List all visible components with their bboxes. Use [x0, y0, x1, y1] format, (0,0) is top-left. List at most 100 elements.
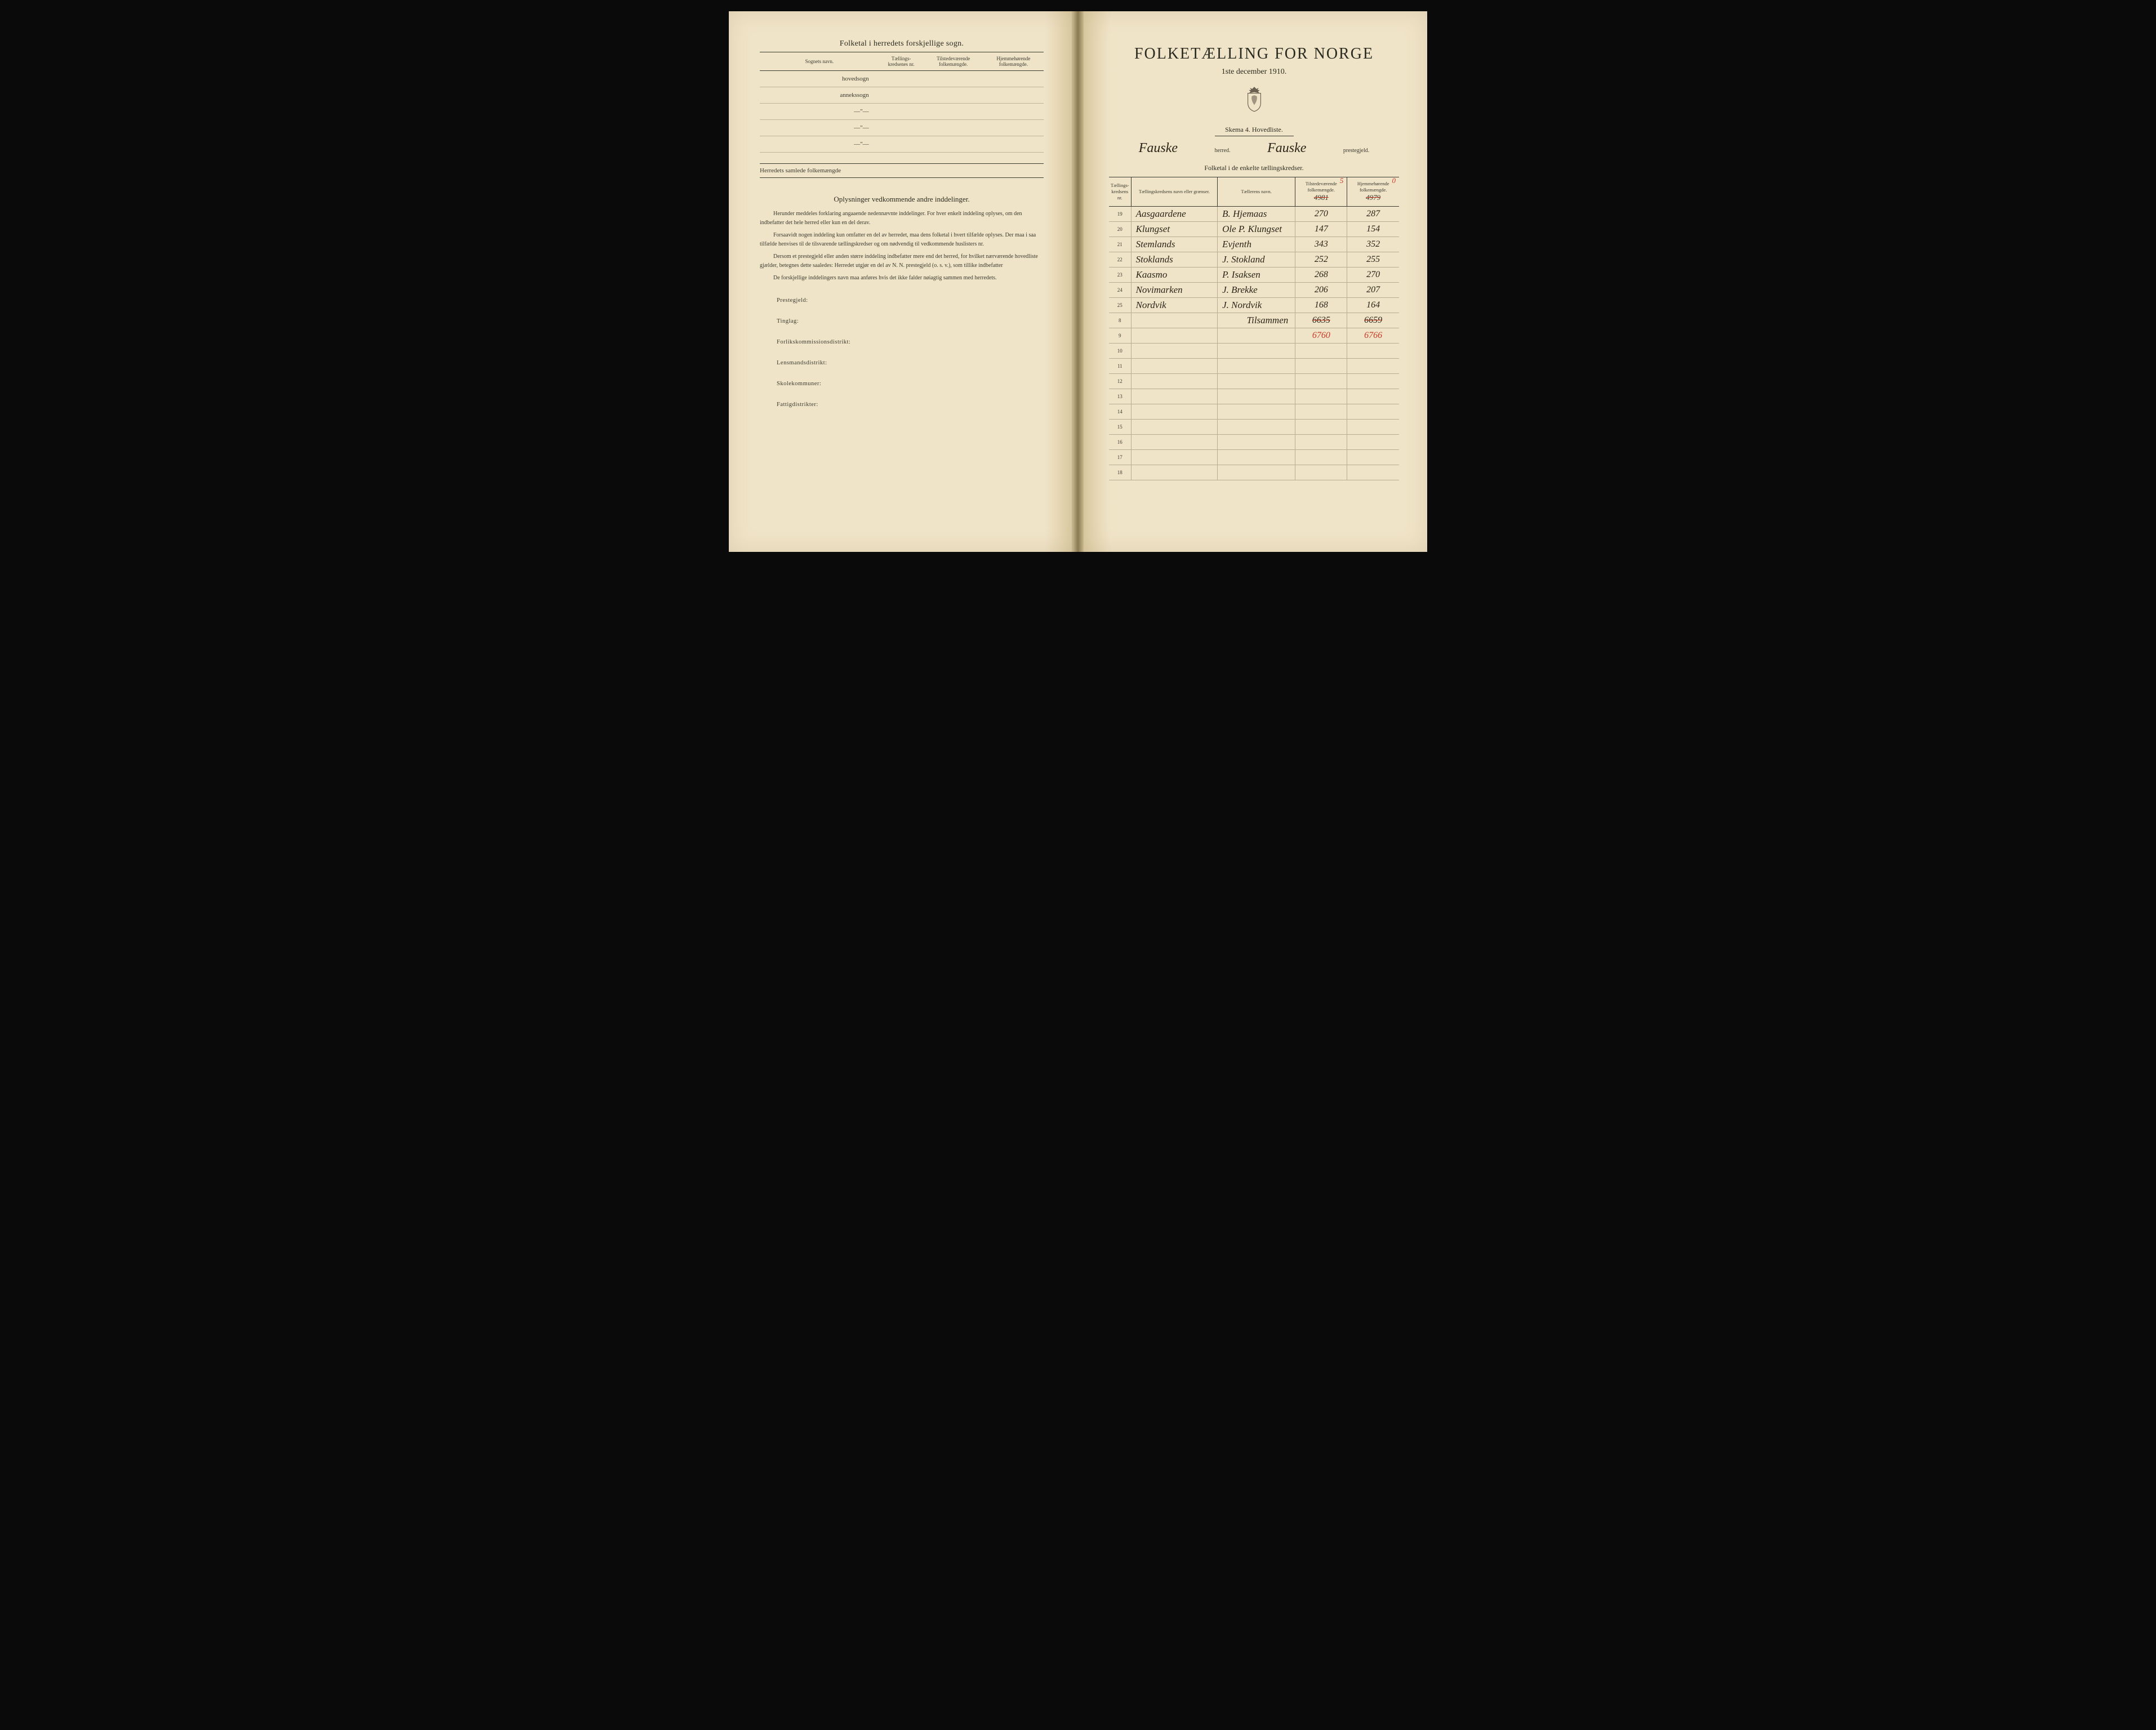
kreds-th-hjem: Hjemmehørende folkemængde. 0 4979: [1347, 177, 1399, 207]
samlede-folkemaengde-label: Herredets samlede folkemængde: [760, 163, 1044, 178]
row-label: annekssogn: [760, 87, 879, 104]
cell-tilst: 268: [1295, 267, 1347, 282]
th-text: Tilstedeværende folkemængde.: [1306, 181, 1337, 193]
cell-navn: Stemlands: [1131, 237, 1218, 252]
cell-nr: 22: [1109, 252, 1131, 267]
herred-label: herred.: [1215, 148, 1231, 154]
cell-navn: Aasgaardene: [1131, 206, 1218, 221]
sogn-th-hjem: Hjemmehørende folkemængde.: [983, 52, 1044, 71]
body-para: Herunder meddeles forklaring angaaende n…: [760, 209, 1044, 228]
cell-nr: 11: [1109, 358, 1131, 373]
left-page: Folketal i herredets forskjellige sogn. …: [729, 11, 1072, 552]
cell-tilst: 147: [1295, 221, 1347, 237]
table-row: 20KlungsetOle P. Klungset147154: [1109, 221, 1399, 237]
prestegjeld-label: prestegjeld.: [1343, 148, 1369, 154]
cell-taeller: J. Stokland: [1218, 252, 1295, 267]
red-tilst: 6760: [1295, 328, 1347, 343]
cell-empty: [1131, 328, 1218, 343]
red-correction: 0: [1392, 176, 1396, 186]
red-hjem: 6766: [1347, 328, 1399, 343]
oplysninger-heading: Oplysninger vedkommende andre inddelinge…: [760, 195, 1044, 204]
kreds-th-tilst: Tilstedeværende folkemængde. 5 4981: [1295, 177, 1347, 207]
table-row: —"—: [760, 120, 1044, 136]
main-title: FOLKETÆLLING FOR NORGE: [1109, 45, 1399, 63]
cell-nr: 15: [1109, 419, 1131, 434]
cell-hjem: 270: [1347, 267, 1399, 282]
row-label: hovedsogn: [760, 71, 879, 87]
tilsammen-label: Tilsammen: [1218, 313, 1295, 328]
book-spine: [1072, 11, 1084, 552]
cell-nr: 18: [1109, 465, 1131, 480]
kreds-th-taeller: Tællerens navn.: [1218, 177, 1295, 207]
table-row: hovedsogn: [760, 71, 1044, 87]
table-row: 24NovimarkenJ. Brekke206207: [1109, 282, 1399, 297]
cell-navn: Klungset: [1131, 221, 1218, 237]
cell-taeller: P. Isaksen: [1218, 267, 1295, 282]
document-spread: Folketal i herredets forskjellige sogn. …: [729, 11, 1427, 552]
cell-hjem: 154: [1347, 221, 1399, 237]
field-label: Forlikskommissionsdistrikt:: [777, 339, 1044, 345]
herred-line: Fauske herred. Fauske prestegjeld.: [1120, 141, 1388, 156]
cell-hjem: 164: [1347, 297, 1399, 313]
folketal-sub-title: Folketal i de enkelte tællingskredser.: [1109, 164, 1399, 172]
kreds-table: Tællings- kredsens nr. Tællingskredsens …: [1109, 177, 1399, 480]
table-row: 18: [1109, 465, 1399, 480]
cell-taeller: Ole P. Klungset: [1218, 221, 1295, 237]
row-label: —"—: [760, 104, 879, 120]
table-row: 21StemlandsEvjenth343352: [1109, 237, 1399, 252]
cell-hjem: 352: [1347, 237, 1399, 252]
table-row: 11: [1109, 358, 1399, 373]
cell-nr: 12: [1109, 373, 1131, 389]
table-row: 25NordvikJ. Nordvik168164: [1109, 297, 1399, 313]
table-row: 17: [1109, 449, 1399, 465]
table-row: 14: [1109, 404, 1399, 419]
cell-nr: 25: [1109, 297, 1131, 313]
field-label: Tinglag:: [777, 318, 1044, 324]
table-row: 23KaasmoP. Isaksen268270: [1109, 267, 1399, 282]
table-row: 19AasgaardeneB. Hjemaas270287: [1109, 206, 1399, 221]
cell-empty: [1131, 313, 1218, 328]
right-page: FOLKETÆLLING FOR NORGE 1ste december 191…: [1084, 11, 1427, 552]
cell-taeller: J. Nordvik: [1218, 297, 1295, 313]
cell-taeller: Evjenth: [1218, 237, 1295, 252]
table-row: 22StoklandsJ. Stokland252255: [1109, 252, 1399, 267]
skema-label: Skema 4. Hovedliste.: [1215, 126, 1294, 136]
cell-taeller: B. Hjemaas: [1218, 206, 1295, 221]
cell-tilst: 206: [1295, 282, 1347, 297]
cell-taeller: J. Brekke: [1218, 282, 1295, 297]
kreds-header-row: Tællings- kredsens nr. Tællingskredsens …: [1109, 177, 1399, 207]
body-para: Dersom et prestegjeld eller anden større…: [760, 252, 1044, 270]
carried-strike: 4981: [1314, 193, 1329, 202]
table-row: annekssogn: [760, 87, 1044, 104]
red-total-row: 967606766: [1109, 328, 1399, 343]
sogn-th-navn: Sognets navn.: [760, 52, 879, 71]
cell-tilst: 252: [1295, 252, 1347, 267]
cell-tilst: 270: [1295, 206, 1347, 221]
cell-navn: Stoklands: [1131, 252, 1218, 267]
kreds-th-nr: Tællings- kredsens nr.: [1109, 177, 1131, 207]
left-section-title: Folketal i herredets forskjellige sogn.: [760, 39, 1044, 48]
red-correction: 5: [1340, 176, 1344, 186]
cell-nr: 8: [1109, 313, 1131, 328]
cell-navn: Novimarken: [1131, 282, 1218, 297]
field-label: Lensmandsdistrikt:: [777, 360, 1044, 366]
table-row: 13: [1109, 389, 1399, 404]
date-line: 1ste december 1910.: [1109, 68, 1399, 77]
th-text: Hjemmehørende folkemængde.: [1357, 181, 1389, 193]
carried-strike: 4979: [1366, 193, 1380, 202]
cell-nr: 23: [1109, 267, 1131, 282]
cell-nr: 21: [1109, 237, 1131, 252]
cell-tilst: 168: [1295, 297, 1347, 313]
cell-nr: 17: [1109, 449, 1131, 465]
kreds-th-navn: Tællingskredsens navn eller grænser.: [1131, 177, 1218, 207]
cell-nr: 20: [1109, 221, 1131, 237]
body-para: Forsaavidt nogen inddeling kun omfatter …: [760, 231, 1044, 249]
cell-hjem: 207: [1347, 282, 1399, 297]
coat-of-arms-icon: [1109, 86, 1399, 115]
sum-row: 8Tilsammen66356659: [1109, 313, 1399, 328]
sum-hjem: 6659: [1347, 313, 1399, 328]
sogn-table: Sognets navn. Tællings- kredsenes nr. Ti…: [760, 52, 1044, 153]
field-label: Skolekommuner:: [777, 381, 1044, 387]
sogn-th-kredsnr: Tællings- kredsenes nr.: [879, 52, 924, 71]
table-row: —"—: [760, 136, 1044, 153]
